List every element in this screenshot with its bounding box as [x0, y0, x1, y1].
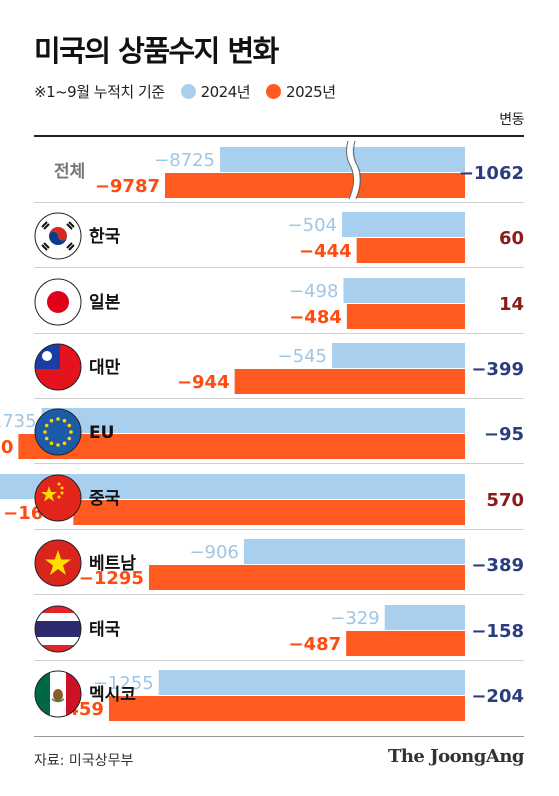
row-divider	[34, 660, 524, 661]
category-label: 한국	[89, 227, 121, 247]
legend-note: ※1~9월 누적치 기준	[34, 82, 165, 101]
data-label-2024: −545	[278, 346, 327, 367]
change-value: 14	[499, 294, 524, 315]
bar-2025	[108, 696, 466, 721]
source-note: 자료: 미국상무부	[34, 753, 134, 769]
axis-break-gap	[346, 140, 360, 201]
taiwan-flag	[34, 343, 82, 391]
category-label: 중국	[89, 489, 121, 509]
bar-2025	[148, 565, 466, 590]
bar-2024	[243, 539, 465, 564]
bar-2025	[234, 369, 465, 394]
row-divider	[34, 529, 524, 530]
change-column-header: 변동	[499, 112, 524, 128]
data-label-2025: −487	[288, 634, 341, 655]
category-label: 대만	[89, 358, 121, 378]
row-divider	[34, 202, 524, 203]
row-divider	[34, 333, 524, 334]
row-divider	[34, 267, 524, 268]
bar-2025	[356, 238, 465, 263]
data-label-2025: −9787	[95, 176, 160, 197]
change-value: −95	[484, 424, 524, 445]
bottom-rule	[34, 736, 524, 737]
row-divider	[34, 398, 524, 399]
change-value: −389	[471, 555, 524, 576]
bar-2025	[165, 173, 465, 198]
legend: ※1~9월 누적치 기준 2024년 2025년	[34, 80, 336, 102]
bar-2024	[343, 278, 465, 303]
data-label-2024: −329	[330, 608, 379, 629]
data-label-2024: −1735	[0, 411, 37, 432]
china-flag	[34, 474, 82, 522]
data-label-2025: −944	[177, 372, 230, 393]
data-label-2024: −8725	[154, 150, 215, 171]
top-rule	[34, 135, 524, 137]
vietnam-flag	[34, 539, 82, 587]
category-label: 전체	[54, 162, 85, 182]
data-label-2024: −1255	[93, 673, 154, 694]
legend-label-2024: 2024년	[200, 82, 251, 101]
bar-2025	[346, 631, 465, 656]
axis-break-line	[353, 140, 362, 200]
korea-flag	[34, 212, 82, 260]
change-value: 570	[486, 490, 524, 511]
change-value: 60	[499, 228, 524, 249]
change-value: −1062	[459, 163, 524, 184]
category-label: EU	[89, 423, 114, 443]
mexico-flag	[34, 670, 82, 718]
category-label: 태국	[89, 620, 121, 640]
change-value: −158	[471, 621, 524, 642]
page-title: 미국의 상품수지 변화	[34, 34, 279, 68]
bar-2024	[158, 670, 465, 695]
data-label-2025: −484	[289, 307, 342, 328]
bar-2025	[18, 434, 466, 459]
thailand-flag	[34, 605, 82, 653]
data-label-2025: −1830	[0, 437, 13, 458]
row-divider	[34, 463, 524, 464]
bar-2024	[384, 605, 465, 630]
change-value: −204	[471, 686, 524, 707]
bar-2025	[346, 304, 465, 329]
row-divider	[34, 594, 524, 595]
data-label-2024: −504	[288, 215, 337, 236]
data-label-2024: −906	[189, 542, 238, 563]
brand-logo: The JoongAng	[387, 746, 525, 767]
legend-swatch-2024	[180, 83, 196, 99]
category-label: 일본	[89, 293, 121, 313]
bar-2025	[73, 500, 465, 525]
bar-2024	[220, 147, 465, 172]
data-label-2025: −444	[299, 241, 352, 262]
bar-2024	[342, 212, 465, 237]
legend-label-2025: 2025년	[286, 82, 336, 101]
bar-2024	[331, 343, 465, 368]
axis-break-line	[346, 140, 355, 200]
category-label: 멕시코	[89, 685, 136, 705]
category-label: 베트남	[89, 554, 136, 574]
change-value: −399	[471, 359, 524, 380]
data-label-2025: −1295	[79, 568, 144, 589]
japan-flag	[34, 278, 82, 326]
data-label-2024: −498	[289, 281, 338, 302]
bar-2024	[41, 408, 465, 433]
eu-flag	[34, 408, 82, 456]
legend-swatch-2025	[266, 83, 282, 99]
